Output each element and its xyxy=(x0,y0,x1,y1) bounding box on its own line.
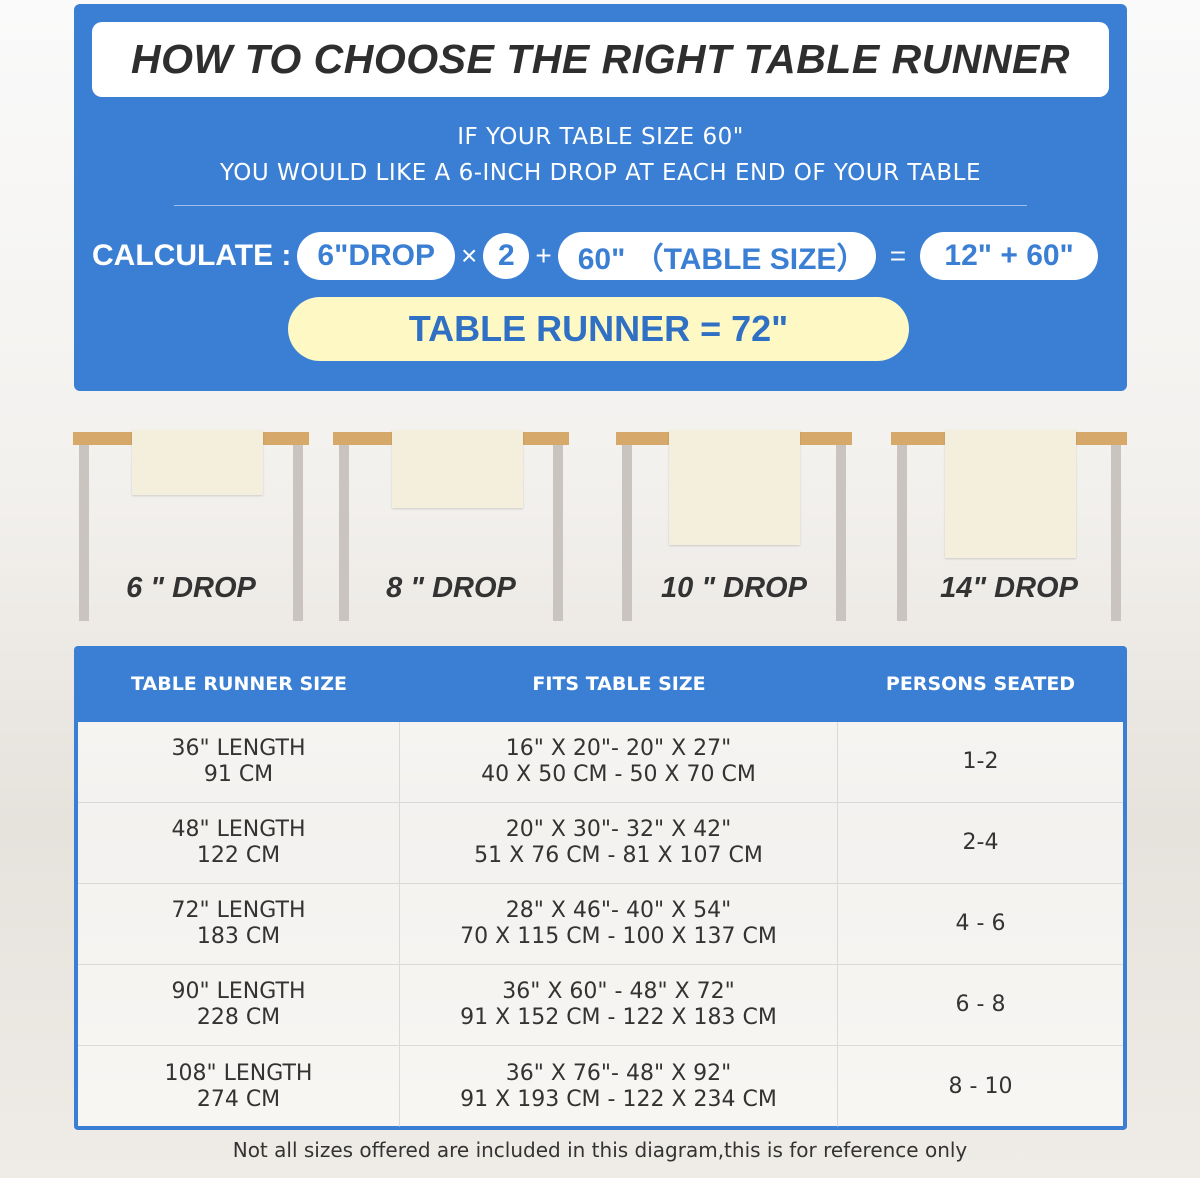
length-inches: 108" LENGTH xyxy=(164,1060,313,1086)
drop-illustration-14: 14" DROP xyxy=(891,430,1127,622)
persons-cell: 1-2 xyxy=(962,749,999,774)
divider xyxy=(174,205,1027,206)
drop-label: 8 " DROP xyxy=(386,572,516,604)
length-inches: 90" LENGTH xyxy=(171,979,306,1004)
drop-illustration-10: 10 " DROP xyxy=(616,430,852,622)
table-row: 108" LENGTH 274 CM 36" X 76"- 48" X 92" 91… xyxy=(78,1046,1123,1127)
table-leg xyxy=(339,445,349,621)
footnote: Not all sizes offered are included in th… xyxy=(232,1138,968,1162)
size-table: TABLE RUNNER SIZE FITS TABLE SIZE PERSON… xyxy=(74,646,1127,1130)
fits-size-cell: 20" X 30"- 32" X 42" 51 X 76 CM - 81 X 10… xyxy=(400,803,838,883)
fits-size-cell: 16" X 20"- 20" X 27" 40 X 50 CM - 50 X 70… xyxy=(400,722,838,802)
fits-inches: 36" X 76"- 48" X 92" xyxy=(505,1060,732,1086)
table-leg xyxy=(1111,445,1121,621)
header-fits-table-size: FITS TABLE SIZE xyxy=(532,673,706,695)
table-size-pill: 60" （TABLE SIZE） xyxy=(557,232,876,280)
equals-sign: = xyxy=(889,240,907,271)
table-row: 90" LENGTH 228 CM 36" X 60" - 48" X 72" 91… xyxy=(78,965,1123,1046)
fits-size-cell: 28" X 46"- 40" X 54" 70 X 115 CM - 100 X … xyxy=(400,884,838,964)
length-inches: 48" LENGTH xyxy=(171,817,306,842)
calculation-row: CALCULATE : 6"DROP × 2 + 60" （TABLE SIZE… xyxy=(92,232,1099,280)
length-inches: 72" LENGTH xyxy=(171,898,306,923)
fits-inches: 20" X 30"- 32" X 42" xyxy=(505,817,732,842)
fits-inches: 16" X 20"- 20" X 27" xyxy=(505,736,732,761)
result-banner: TABLE RUNNER = 72" xyxy=(288,297,909,361)
runner-size-cell: 108" LENGTH 274 CM xyxy=(78,1046,400,1127)
table-leg xyxy=(622,445,632,621)
table-leg xyxy=(897,445,907,621)
length-cm: 274 CM xyxy=(196,1086,281,1112)
persons-cell: 8 - 10 xyxy=(948,1073,1013,1099)
runner-size-cell: 48" LENGTH 122 CM xyxy=(78,803,400,883)
fits-cm: 51 X 76 CM - 81 X 107 CM xyxy=(474,843,763,868)
runner-size-cell: 36" LENGTH 91 CM xyxy=(78,722,400,802)
sum-pill: 12" + 60" xyxy=(920,232,1099,280)
calculation-panel: HOW TO CHOOSE THE RIGHT TABLE RUNNER IF … xyxy=(74,4,1127,391)
persons-cell: 6 - 8 xyxy=(955,992,1006,1017)
length-cm: 228 CM xyxy=(196,1005,281,1030)
runner-drop xyxy=(132,430,263,495)
subtitle-line-2: YOU WOULD LIKE A 6-INCH DROP AT EACH END… xyxy=(219,160,982,186)
runner-size-cell: 90" LENGTH 228 CM xyxy=(78,965,400,1045)
table-leg xyxy=(836,445,846,621)
length-inches: 36" LENGTH xyxy=(171,736,306,761)
drop-label: 14" DROP xyxy=(940,572,1078,604)
fits-inches: 36" X 60" - 48" X 72" xyxy=(502,979,735,1004)
table-leg xyxy=(293,445,303,621)
length-cm: 122 CM xyxy=(196,843,281,868)
drop-label: 6 " DROP xyxy=(126,572,256,604)
plus-sign: + xyxy=(535,240,552,271)
header-runner-size: TABLE RUNNER SIZE xyxy=(131,673,347,695)
drop-illustration-8: 8 " DROP xyxy=(333,430,569,622)
drop-illustration-6: 6 " DROP xyxy=(73,430,309,622)
fits-cm: 91 X 193 CM - 122 X 234 CM xyxy=(460,1086,777,1112)
persons-cell: 4 - 6 xyxy=(955,911,1006,936)
runner-size-cell: 72" LENGTH 183 CM xyxy=(78,884,400,964)
page-title: HOW TO CHOOSE THE RIGHT TABLE RUNNER xyxy=(92,22,1109,97)
runner-drop xyxy=(669,430,800,545)
table-row: 36" LENGTH 91 CM 16" X 20"- 20" X 27" 40 X… xyxy=(78,722,1123,803)
drop-label: 10 " DROP xyxy=(661,572,807,604)
calc-label: CALCULATE : xyxy=(92,239,292,272)
fits-size-cell: 36" X 60" - 48" X 72" 91 X 152 CM - 122 X… xyxy=(400,965,838,1045)
table-row: 48" LENGTH 122 CM 20" X 30"- 32" X 42" 51 … xyxy=(78,803,1123,884)
fits-size-cell: 36" X 76"- 48" X 92" 91 X 193 CM - 122 X … xyxy=(400,1046,838,1127)
table-row: 72" LENGTH 183 CM 28" X 46"- 40" X 54" 70 … xyxy=(78,884,1123,965)
subtitle-line-1: IF YOUR TABLE SIZE 60" xyxy=(457,124,744,150)
table-leg xyxy=(79,445,89,621)
fits-cm: 91 X 152 CM - 122 X 183 CM xyxy=(460,1005,777,1030)
persons-cell: 2-4 xyxy=(962,830,999,855)
multiplier-badge: 2 xyxy=(483,233,530,279)
times-sign: × xyxy=(461,240,478,271)
table-header: TABLE RUNNER SIZE FITS TABLE SIZE PERSON… xyxy=(78,646,1123,722)
table-leg xyxy=(553,445,563,621)
fits-inches: 28" X 46"- 40" X 54" xyxy=(505,898,732,923)
header-persons-seated: PERSONS SEATED xyxy=(885,673,1076,695)
runner-drop xyxy=(392,430,523,508)
fits-cm: 70 X 115 CM - 100 X 137 CM xyxy=(460,924,777,949)
runner-drop xyxy=(945,430,1076,558)
length-cm: 183 CM xyxy=(196,924,281,949)
drop-pill: 6"DROP xyxy=(297,232,456,280)
length-cm: 91 CM xyxy=(203,762,274,787)
fits-cm: 40 X 50 CM - 50 X 70 CM xyxy=(481,762,756,787)
